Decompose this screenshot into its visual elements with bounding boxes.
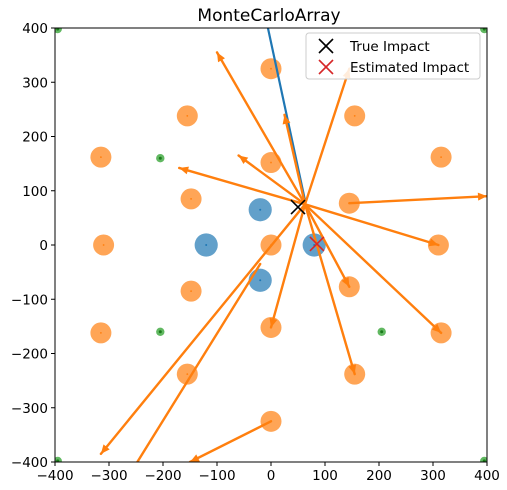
- legend-marker-0-stroke-b: [318, 38, 334, 54]
- blue-circle-center-2: [259, 279, 262, 282]
- orange-circle-center-6: [190, 197, 192, 200]
- orange-arrow-head-13: [190, 454, 200, 462]
- y-tick-label-3: −100: [11, 292, 48, 308]
- orange-arrow-head-4: [179, 166, 189, 175]
- legend-marker-1-stroke-b: [318, 59, 334, 75]
- green-point-center-6: [482, 459, 486, 462]
- orange-arrow-shaft-5: [348, 194, 487, 205]
- orange-arrow-3: [237, 154, 307, 206]
- legend-marker-0: [318, 38, 334, 54]
- orange-arrow-head-1: [282, 114, 291, 125]
- x-tick-label-7: 300: [420, 468, 446, 484]
- orange-arrow-shaft-0: [215, 51, 307, 206]
- true-impact-marker: [290, 199, 306, 215]
- plot-area: [55, 28, 487, 473]
- orange-arrow-head-7: [431, 323, 442, 333]
- orange-arrow-head-8: [348, 364, 357, 375]
- legend-marker-1: [318, 59, 334, 75]
- orange-circle-center-11: [190, 290, 192, 293]
- orange-arrow-shaft-9: [303, 203, 351, 288]
- orange-arrow-shaft-4: [177, 166, 307, 206]
- orange-arrow-0: [215, 51, 307, 206]
- orange-circle-center-4: [440, 156, 442, 159]
- x-tick-label-3: −100: [198, 468, 235, 484]
- green-point-center-3: [158, 330, 162, 334]
- orange-arrow-head-0: [217, 52, 225, 63]
- x-tick-label-6: 200: [366, 468, 392, 484]
- orange-arrow-shaft-3: [237, 154, 307, 206]
- legend-label-1: Estimated Impact: [350, 60, 469, 76]
- orange-circle-center-0: [270, 67, 272, 70]
- orange-arrow-4: [177, 166, 307, 206]
- orange-arrow-head-10: [269, 317, 278, 328]
- y-tick-label-7: 300: [22, 75, 48, 91]
- blue-direction-line: [266, 28, 307, 201]
- orange-arrow-shaft-2: [303, 67, 351, 206]
- x-tick-label-2: −200: [144, 468, 181, 484]
- orange-arrow-12: [131, 262, 262, 473]
- x-tick-label-4: 0: [267, 468, 276, 484]
- orange-arrow-1: [282, 113, 307, 206]
- chart-title: MonteCarloArray: [197, 6, 340, 26]
- green-point-center-5: [56, 459, 60, 462]
- blue-circle-center-1: [259, 208, 262, 211]
- orange-arrow-head-9: [341, 276, 350, 287]
- y-tick-label-0: −400: [11, 455, 48, 471]
- y-tick-label-4: 0: [39, 238, 48, 254]
- orange-arrow-shaft-12: [135, 262, 262, 462]
- orange-arrow-head-5: [477, 192, 487, 201]
- orange-circle-center-3: [100, 156, 102, 159]
- orange-circle-center-14: [100, 331, 102, 334]
- y-axis: −400 −300 −200 −100 0 100 200 300 400: [11, 21, 55, 471]
- orange-circle-center-1: [186, 114, 189, 117]
- x-tick-label-5: 100: [312, 468, 338, 484]
- orange-circle-center-5: [270, 161, 272, 164]
- orange-arrow-head-11: [100, 444, 110, 454]
- orange-arrow-10: [269, 203, 307, 329]
- orange-arrow-11: [99, 203, 307, 456]
- orange-arrow-shaft-11: [99, 203, 307, 456]
- green-point-center-2: [158, 156, 162, 160]
- y-tick-label-5: 100: [22, 184, 48, 200]
- blue-circle-center-0: [205, 244, 208, 246]
- y-tick-label-1: −300: [11, 401, 48, 417]
- orange-arrow-8: [303, 203, 357, 376]
- estimated-impact-marker: [309, 236, 325, 252]
- orange-arrow-6: [303, 203, 440, 247]
- orange-arrow-5: [348, 192, 487, 205]
- orange-arrow-shaft-6: [303, 203, 440, 247]
- legend: True Impact Estimated Impact: [305, 32, 481, 80]
- green-point-center-4: [380, 330, 384, 334]
- orange-circle-center-16: [186, 373, 189, 376]
- legend-box: [305, 32, 481, 80]
- orange-arrow-7: [303, 203, 443, 335]
- orange-arrow-shaft-8: [303, 203, 356, 376]
- orange-circle-center-8: [102, 244, 105, 246]
- orange-arrow-shaft-1: [283, 113, 307, 206]
- x-axis: −400 −300 −200 −100 0 100 200 300 400: [36, 462, 500, 484]
- orange-arrow-shaft-13: [188, 420, 273, 462]
- orange-arrow-head-6: [428, 238, 439, 247]
- orange-arrow-head-12: [131, 463, 139, 473]
- estimated-impact-marker-stroke-b: [309, 236, 325, 252]
- true-impact-marker-stroke-b: [290, 199, 306, 215]
- x-tick-label-8: 400: [474, 468, 500, 484]
- y-tick-label-2: −200: [11, 347, 48, 363]
- orange-arrow-shaft-10: [269, 203, 307, 329]
- orange-circle-center-2: [353, 114, 356, 117]
- x-tick-label-1: −300: [90, 468, 127, 484]
- green-point-center-1: [482, 28, 486, 31]
- orange-arrow-shaft-7: [303, 203, 443, 335]
- x-tick-label-0: −400: [36, 468, 73, 484]
- orange-arrow-13: [188, 420, 273, 462]
- y-tick-label-8: 400: [22, 21, 48, 37]
- orange-arrow-head-3: [238, 155, 249, 165]
- orange-arrow-9: [303, 203, 351, 288]
- y-tick-label-6: 200: [22, 130, 48, 146]
- green-point-center-0: [56, 28, 60, 31]
- orange-arrow-2: [303, 67, 351, 206]
- legend-label-0: True Impact: [349, 39, 430, 55]
